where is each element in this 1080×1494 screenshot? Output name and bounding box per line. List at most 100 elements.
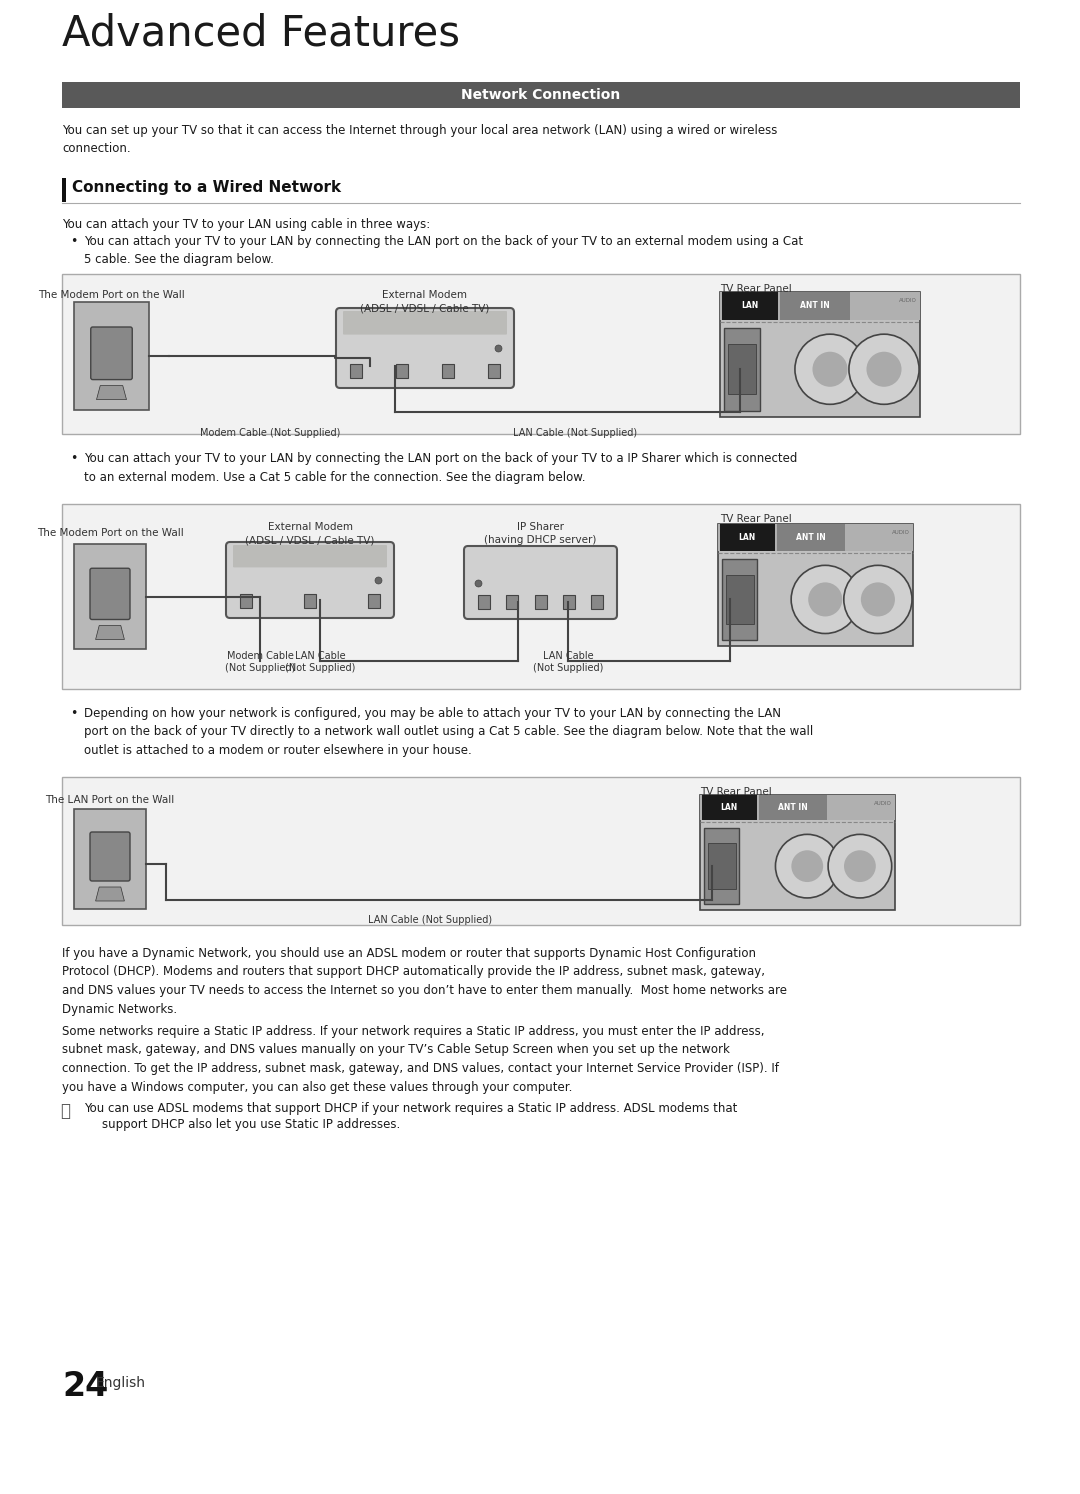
- Bar: [75, 808, 146, 908]
- Circle shape: [843, 565, 912, 633]
- Text: English: English: [96, 1376, 146, 1389]
- Circle shape: [792, 850, 823, 881]
- Text: LAN Cable: LAN Cable: [295, 651, 346, 660]
- Bar: [720, 291, 920, 417]
- Text: The LAN Port on the Wall: The LAN Port on the Wall: [45, 795, 175, 805]
- Text: Depending on how your network is configured, you may be able to attach your TV t: Depending on how your network is configu…: [84, 707, 813, 757]
- Circle shape: [866, 351, 902, 387]
- FancyBboxPatch shape: [90, 568, 130, 620]
- Bar: [702, 795, 757, 820]
- Circle shape: [775, 834, 839, 898]
- Text: TV Rear Panel: TV Rear Panel: [720, 284, 792, 294]
- Bar: [718, 524, 913, 551]
- Circle shape: [843, 850, 876, 881]
- Circle shape: [792, 565, 860, 633]
- Text: LAN: LAN: [720, 804, 738, 813]
- Text: Connecting to a Wired Network: Connecting to a Wired Network: [72, 179, 341, 196]
- Circle shape: [808, 583, 842, 617]
- Bar: [62, 777, 1020, 925]
- Text: External Modem
(ADSL / VDSL / Cable TV): External Modem (ADSL / VDSL / Cable TV): [245, 521, 375, 545]
- Polygon shape: [96, 626, 124, 639]
- Bar: [718, 524, 913, 645]
- FancyBboxPatch shape: [233, 545, 387, 568]
- Text: TV Rear Panel: TV Rear Panel: [720, 514, 792, 524]
- Bar: [350, 365, 362, 378]
- Polygon shape: [96, 385, 126, 399]
- Circle shape: [849, 335, 919, 405]
- Text: TV Rear Panel: TV Rear Panel: [700, 787, 772, 796]
- Polygon shape: [96, 887, 124, 901]
- Bar: [780, 291, 850, 320]
- FancyBboxPatch shape: [343, 311, 507, 335]
- Text: •: •: [70, 707, 78, 720]
- Text: ANT IN: ANT IN: [796, 533, 825, 542]
- Bar: [726, 575, 754, 624]
- Bar: [240, 595, 252, 608]
- FancyBboxPatch shape: [704, 828, 739, 904]
- Bar: [535, 595, 546, 610]
- Bar: [728, 344, 756, 394]
- Bar: [396, 365, 408, 378]
- Bar: [368, 595, 380, 608]
- Text: ANT IN: ANT IN: [800, 302, 829, 311]
- Text: You can attach your TV to your LAN by connecting the LAN port on the back of you: You can attach your TV to your LAN by co…: [84, 453, 797, 484]
- Text: Network Connection: Network Connection: [461, 88, 621, 102]
- Text: AUDIO: AUDIO: [900, 297, 917, 303]
- Bar: [303, 595, 316, 608]
- Bar: [723, 291, 778, 320]
- Text: (Not Supplied): (Not Supplied): [532, 663, 604, 672]
- Text: LAN Cable (Not Supplied): LAN Cable (Not Supplied): [368, 914, 492, 925]
- Bar: [488, 365, 500, 378]
- Bar: [700, 795, 895, 820]
- Bar: [75, 302, 149, 409]
- Text: Modem Cable: Modem Cable: [227, 651, 294, 660]
- FancyBboxPatch shape: [91, 327, 132, 379]
- Bar: [707, 844, 735, 889]
- Text: LAN: LAN: [741, 302, 758, 311]
- Bar: [700, 795, 895, 910]
- Text: ANT IN: ANT IN: [778, 804, 808, 813]
- Bar: [777, 524, 845, 551]
- Text: You can attach your TV to your LAN using cable in three ways:: You can attach your TV to your LAN using…: [62, 218, 430, 232]
- Text: You can set up your TV so that it can access the Internet through your local are: You can set up your TV so that it can ac…: [62, 124, 778, 155]
- Bar: [62, 273, 1020, 433]
- Circle shape: [795, 335, 865, 405]
- FancyBboxPatch shape: [723, 559, 757, 639]
- Bar: [478, 595, 490, 610]
- Text: (Not Supplied): (Not Supplied): [225, 663, 295, 672]
- Bar: [563, 595, 575, 610]
- Bar: [507, 595, 518, 610]
- Text: Advanced Features: Advanced Features: [62, 13, 460, 55]
- Text: Modem Cable (Not Supplied): Modem Cable (Not Supplied): [200, 427, 340, 438]
- Text: LAN Cable (Not Supplied): LAN Cable (Not Supplied): [513, 427, 637, 438]
- Text: AUDIO: AUDIO: [892, 530, 910, 535]
- Bar: [442, 365, 454, 378]
- Text: LAN: LAN: [739, 533, 756, 542]
- Text: •: •: [70, 235, 78, 248]
- Circle shape: [861, 583, 895, 617]
- Text: The Modem Port on the Wall: The Modem Port on the Wall: [38, 290, 185, 300]
- Text: If you have a Dynamic Network, you should use an ADSL modem or router that suppo: If you have a Dynamic Network, you shoul…: [62, 947, 787, 1016]
- Text: 24: 24: [62, 1370, 108, 1403]
- FancyBboxPatch shape: [464, 545, 617, 619]
- Bar: [62, 503, 1020, 689]
- Text: The Modem Port on the Wall: The Modem Port on the Wall: [37, 527, 184, 538]
- FancyBboxPatch shape: [724, 327, 760, 411]
- Bar: [62, 82, 1020, 108]
- Bar: [591, 595, 603, 610]
- Text: AUDIO: AUDIO: [874, 801, 892, 805]
- Circle shape: [828, 834, 892, 898]
- Bar: [720, 291, 920, 320]
- Text: Some networks require a Static IP address. If your network requires a Static IP : Some networks require a Static IP addres…: [62, 1025, 779, 1094]
- Text: LAN Cable: LAN Cable: [542, 651, 593, 660]
- Text: External Modem
(ADSL / VDSL / Cable TV): External Modem (ADSL / VDSL / Cable TV): [361, 290, 489, 314]
- Text: support DHCP also let you use Static IP addresses.: support DHCP also let you use Static IP …: [102, 1118, 401, 1131]
- Text: (Not Supplied): (Not Supplied): [285, 663, 355, 672]
- Text: •: •: [70, 453, 78, 465]
- FancyBboxPatch shape: [90, 832, 130, 881]
- Bar: [720, 524, 774, 551]
- Text: You can use ADSL modems that support DHCP if your network requires a Static IP a: You can use ADSL modems that support DHC…: [84, 1103, 738, 1115]
- Text: You can attach your TV to your LAN by connecting the LAN port on the back of you: You can attach your TV to your LAN by co…: [84, 235, 804, 266]
- FancyBboxPatch shape: [336, 308, 514, 388]
- Bar: [62, 178, 66, 202]
